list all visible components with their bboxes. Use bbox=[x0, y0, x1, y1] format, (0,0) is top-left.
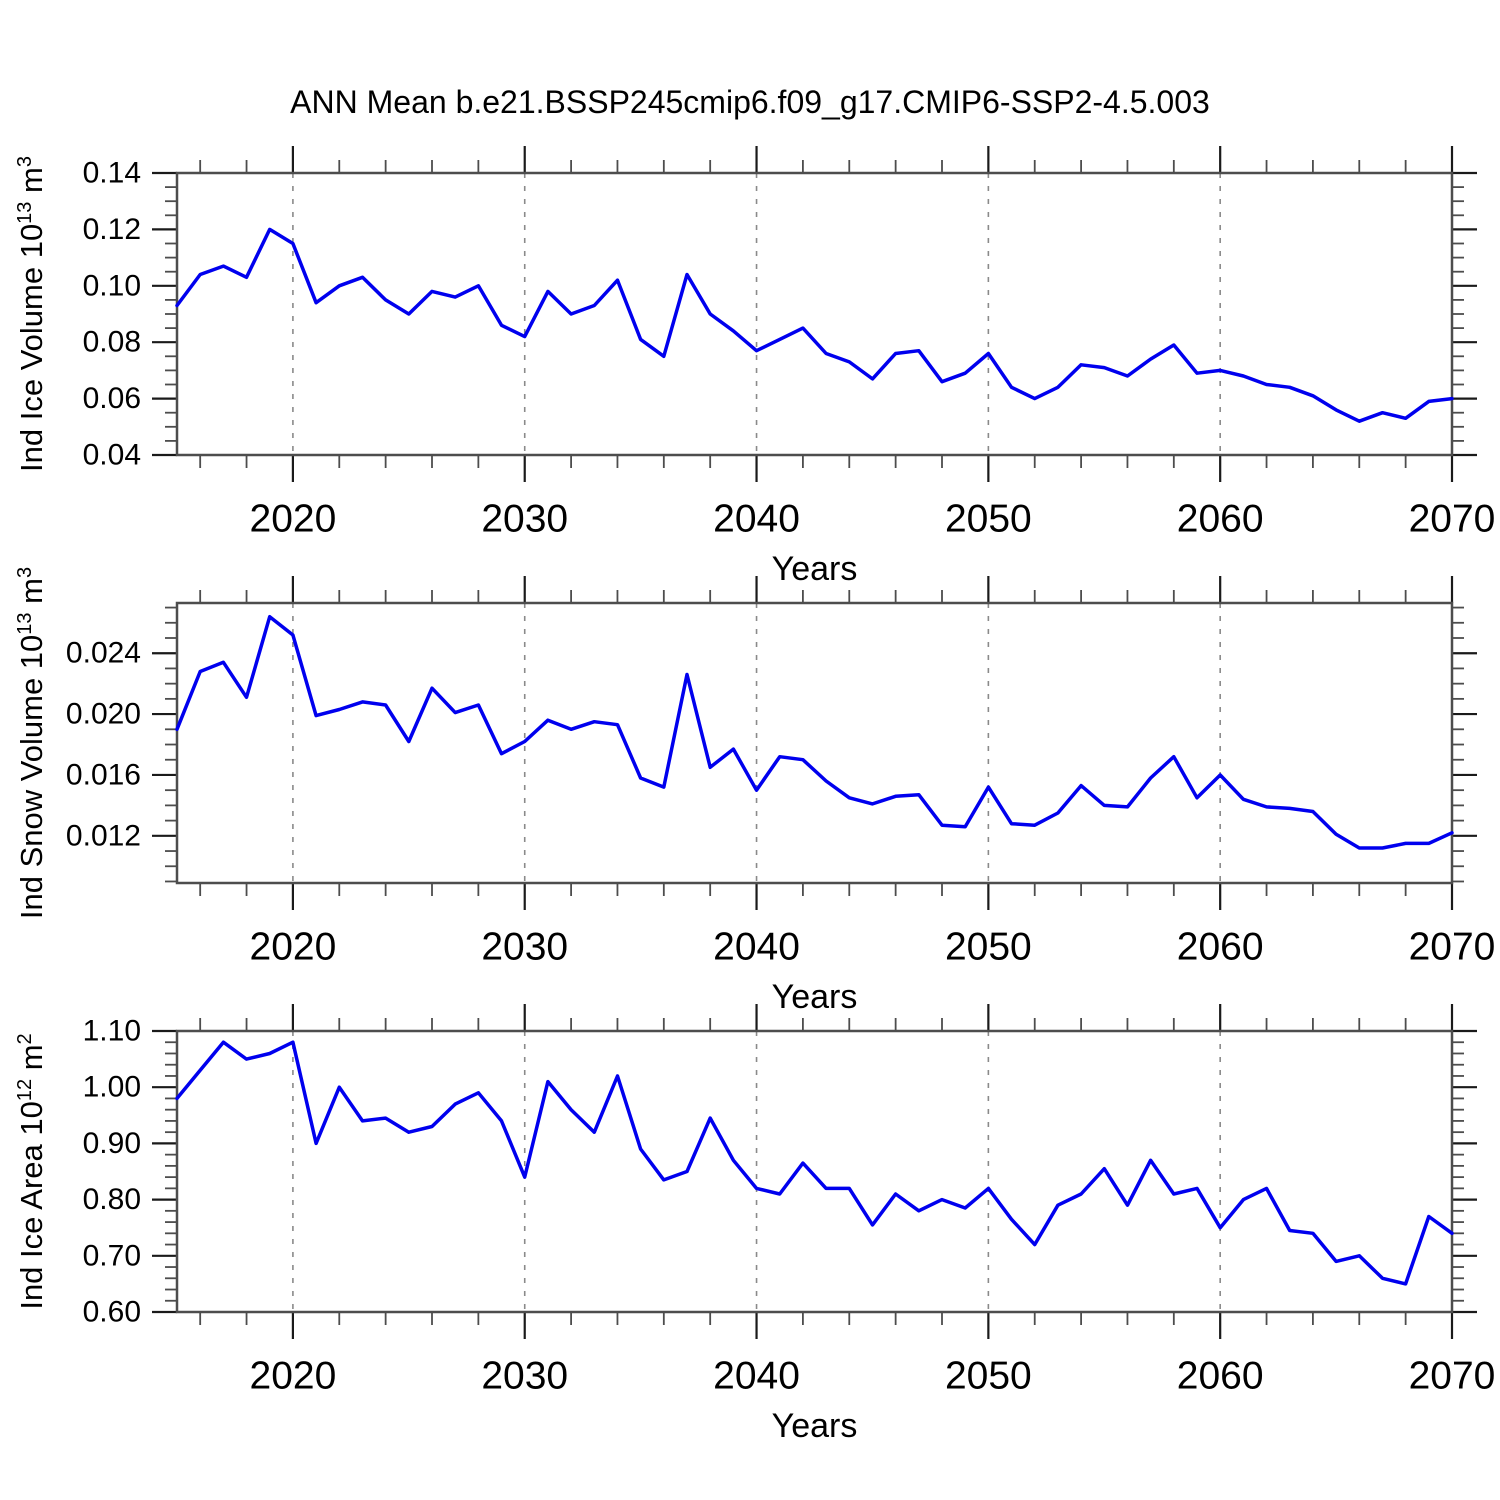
ylabel-superscript: 3 bbox=[14, 156, 36, 167]
x-tick-label: 2030 bbox=[481, 1355, 568, 1398]
x-tick-label: 2030 bbox=[481, 926, 568, 969]
x-tick-label: 2020 bbox=[250, 1355, 337, 1398]
x-axis-title: Years bbox=[772, 1407, 858, 1445]
plot-title: ANN Mean b.e21.BSSP245cmip6.f09_g17.CMIP… bbox=[290, 84, 1210, 120]
y-tick-label: 0.024 bbox=[66, 637, 141, 670]
x-tick-label: 2020 bbox=[250, 926, 337, 969]
x-tick-label: 2060 bbox=[1177, 1355, 1264, 1398]
data-line-snow-volume bbox=[175, 614, 1454, 850]
y-tick-label: 0.04 bbox=[83, 439, 141, 472]
y-tick-label: 0.08 bbox=[83, 326, 141, 359]
x-tick-label: 2050 bbox=[945, 926, 1032, 969]
x-tick-label: 2060 bbox=[1177, 498, 1264, 541]
ylabel-text: m bbox=[14, 578, 49, 612]
y-tick-label: 0.70 bbox=[83, 1239, 141, 1272]
y-tick-label: 0.80 bbox=[83, 1183, 141, 1216]
ylabel-superscript: 12 bbox=[14, 1079, 36, 1101]
x-tick-label: 2050 bbox=[945, 1355, 1032, 1398]
ylabel-superscript: 13 bbox=[14, 612, 36, 634]
x-tick-label: 2070 bbox=[1409, 498, 1496, 541]
y-tick-label: 0.90 bbox=[83, 1127, 141, 1160]
x-tick-label: 2070 bbox=[1409, 926, 1496, 969]
y-axis-label-snow-volume: Ind Snow Volume 1013 m3 bbox=[14, 567, 49, 919]
x-axis-title: Years bbox=[772, 978, 858, 1016]
y-tick-label: 0.020 bbox=[66, 698, 141, 731]
y-tick-label: 0.10 bbox=[83, 269, 141, 302]
data-line-ice-volume bbox=[175, 227, 1454, 423]
panel-frame-ice-area bbox=[175, 1029, 1454, 1314]
x-tick-label: 2070 bbox=[1409, 1355, 1496, 1398]
y-tick-label: 1.10 bbox=[83, 1015, 141, 1048]
ylabel-superscript: 2 bbox=[14, 1033, 36, 1044]
y-tick-label: 0.14 bbox=[83, 157, 141, 190]
ylabel-text: m bbox=[14, 167, 49, 201]
panel-frame-snow-volume bbox=[175, 601, 1454, 885]
ylabel-text: Ind Snow Volume 10 bbox=[14, 635, 49, 919]
data-line-ice-area bbox=[175, 1040, 1454, 1286]
x-tick-label: 2040 bbox=[713, 926, 800, 969]
x-tick-label: 2060 bbox=[1177, 926, 1264, 969]
y-tick-label: 1.00 bbox=[83, 1071, 141, 1104]
panel-frame-ice-volume bbox=[175, 171, 1454, 457]
ylabel-text: m bbox=[14, 1044, 49, 1078]
ylabel-text: Ind Ice Area 10 bbox=[14, 1101, 49, 1310]
x-axis-title: Years bbox=[772, 550, 858, 588]
y-tick-label: 0.06 bbox=[83, 382, 141, 415]
x-tick-label: 2050 bbox=[945, 498, 1032, 541]
y-tick-label: 0.016 bbox=[66, 758, 141, 791]
y-tick-label: 0.12 bbox=[83, 213, 141, 246]
y-tick-label: 0.60 bbox=[83, 1296, 141, 1329]
y-tick-label: 0.012 bbox=[66, 819, 141, 852]
y-axis-label-ice-volume: Ind Ice Volume 1013 m3 bbox=[14, 156, 49, 472]
x-tick-label: 2040 bbox=[713, 1355, 800, 1398]
ylabel-superscript: 3 bbox=[14, 567, 36, 578]
y-axis-label-ice-area: Ind Ice Area 1012 m2 bbox=[14, 1033, 49, 1309]
x-tick-label: 2040 bbox=[713, 498, 800, 541]
ylabel-text: Ind Ice Volume 10 bbox=[14, 224, 49, 472]
x-tick-label: 2020 bbox=[250, 498, 337, 541]
ylabel-superscript: 13 bbox=[14, 202, 36, 224]
x-tick-label: 2030 bbox=[481, 498, 568, 541]
